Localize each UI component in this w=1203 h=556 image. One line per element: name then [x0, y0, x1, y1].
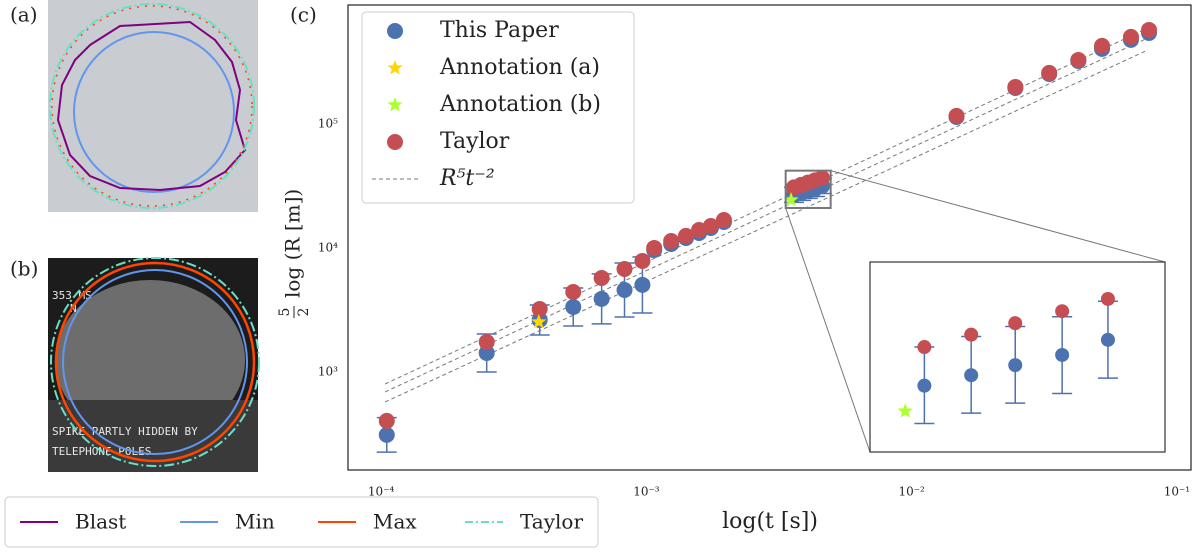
y-axis-label-group: 5 2 log (R [m])	[277, 189, 312, 318]
x-tick-label: 10⁻²	[898, 485, 925, 499]
point	[1007, 78, 1024, 95]
point	[677, 227, 694, 244]
point	[1055, 304, 1070, 319]
point	[593, 290, 610, 307]
bottom-legend: Blast Min Max Taylor	[20, 510, 583, 534]
legend-marker	[387, 97, 403, 112]
y-axis-label: log (R [m])	[281, 189, 305, 298]
point	[616, 282, 633, 299]
fit-line	[384, 37, 1149, 393]
max-circle	[54, 261, 256, 463]
legend-label: Annotation (a)	[439, 55, 600, 80]
point	[1100, 291, 1115, 306]
point	[1055, 347, 1070, 362]
legend-label: This Paper	[440, 18, 559, 43]
point	[616, 260, 633, 277]
x-tick-label: 10⁻⁴	[368, 485, 395, 499]
zoom-connector	[830, 170, 1166, 263]
point	[531, 300, 548, 317]
point	[593, 269, 610, 286]
plot: 10⁻⁴ 10⁻³ 10⁻² 10⁻¹ 10³ 10⁴ 10⁵	[318, 21, 1190, 499]
plot-frame	[347, 4, 1192, 471]
point	[1100, 332, 1115, 347]
legend-label: Min	[235, 510, 275, 534]
legend-label: Blast	[75, 510, 126, 534]
y-label-numerator: 5	[277, 308, 293, 317]
point	[1141, 21, 1158, 38]
panel-label: (a)	[10, 3, 38, 27]
max-circle	[51, 5, 253, 207]
star-marker	[897, 403, 913, 418]
point	[964, 327, 979, 342]
blast-outline	[56, 20, 247, 192]
point	[813, 169, 830, 186]
fit-line	[384, 49, 1149, 403]
legend-label: R⁵t⁻²	[439, 166, 495, 191]
point	[478, 333, 495, 350]
star-marker	[531, 314, 547, 329]
point	[1008, 316, 1023, 331]
point	[1094, 37, 1111, 54]
min-circle	[73, 31, 235, 193]
photo-text: N	[70, 302, 77, 315]
point	[1070, 51, 1087, 68]
legend-box	[4, 496, 599, 548]
zoom-connector	[785, 207, 871, 453]
point	[917, 340, 932, 355]
y-label-denominator: 2	[296, 308, 312, 317]
legend-label: Taylor	[440, 129, 510, 154]
point	[646, 239, 663, 256]
legend-label: Annotation (b)	[439, 92, 601, 117]
point	[565, 283, 582, 300]
panel-label: (b)	[10, 257, 38, 281]
legend-marker	[387, 23, 403, 39]
point	[1041, 64, 1058, 81]
point	[715, 211, 732, 228]
point	[1122, 28, 1139, 45]
taylor-circle	[49, 3, 255, 209]
point	[634, 252, 651, 269]
legend: This Paper Annotation (a) Annotation (b) Ta…	[372, 18, 601, 191]
legend-marker	[387, 134, 403, 150]
photo-text: 353 MS	[52, 289, 92, 302]
y-tick-label: 10⁵	[318, 116, 338, 130]
x-tick-label: 10⁻¹	[1164, 485, 1190, 499]
legend-box	[361, 11, 635, 204]
point	[702, 217, 719, 234]
photo-b: 353 MS N SPIKE PARTLY HIDDEN BY TELEPHON…	[48, 258, 258, 472]
x-axis-label: log(t [s])	[722, 509, 818, 534]
taylor-circle	[50, 257, 260, 467]
point	[663, 232, 680, 249]
legend-label: Max	[373, 510, 417, 534]
point	[948, 107, 965, 124]
zoom-box	[784, 169, 832, 209]
legend-marker	[387, 60, 403, 75]
star-marker	[783, 192, 799, 207]
legend-label: Taylor	[520, 510, 583, 534]
photo-a	[48, 0, 258, 212]
min-circle	[62, 269, 248, 455]
point	[478, 344, 495, 361]
point	[378, 426, 395, 443]
point	[1008, 358, 1023, 373]
point	[378, 412, 395, 429]
inset-frame	[869, 261, 1166, 453]
y-tick-label: 10³	[318, 364, 338, 378]
point	[634, 276, 651, 293]
point	[964, 368, 979, 383]
point	[917, 378, 932, 393]
inset	[897, 291, 1118, 425]
x-tick-label: 10⁻³	[633, 485, 660, 499]
point	[565, 298, 582, 315]
panel-label: (c)	[290, 3, 317, 27]
y-tick-label: 10⁴	[318, 240, 338, 254]
